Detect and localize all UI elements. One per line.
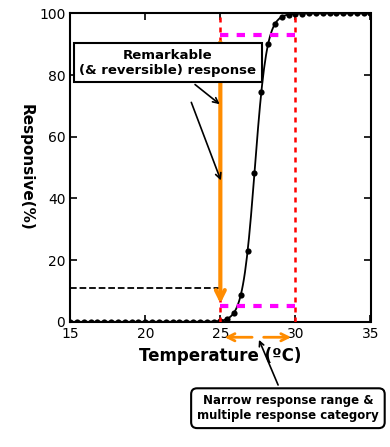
Point: [306, 10, 312, 17]
Point: [238, 291, 244, 298]
Point: [81, 318, 87, 325]
Point: [326, 10, 333, 17]
Point: [340, 10, 346, 17]
Point: [163, 318, 169, 325]
Point: [204, 318, 210, 325]
Point: [101, 318, 107, 325]
Point: [128, 318, 135, 325]
Point: [258, 89, 264, 96]
Point: [87, 318, 94, 325]
Text: Remarkable
(& reversible) response: Remarkable (& reversible) response: [79, 49, 256, 103]
Point: [354, 10, 360, 17]
Point: [367, 10, 374, 17]
Point: [278, 13, 285, 21]
Point: [251, 169, 257, 177]
Point: [190, 318, 196, 325]
Point: [183, 318, 189, 325]
Point: [333, 10, 339, 17]
Point: [360, 10, 367, 17]
Point: [231, 309, 237, 316]
Point: [135, 318, 142, 325]
Point: [285, 11, 292, 18]
Point: [122, 318, 128, 325]
Point: [142, 318, 148, 325]
Point: [265, 41, 271, 48]
Y-axis label: Responsive(%): Responsive(%): [18, 104, 33, 231]
Point: [94, 318, 101, 325]
Point: [156, 318, 162, 325]
Point: [67, 318, 73, 325]
Point: [319, 10, 326, 17]
Text: Narrow response range &
multiple response category: Narrow response range & multiple respons…: [197, 342, 379, 422]
Point: [245, 247, 251, 254]
Point: [197, 318, 203, 325]
X-axis label: Temperature (ºC): Temperature (ºC): [139, 347, 301, 365]
Point: [217, 317, 223, 325]
Point: [313, 10, 319, 17]
Point: [176, 318, 183, 325]
Point: [272, 21, 278, 28]
Point: [74, 318, 80, 325]
Point: [169, 318, 176, 325]
Point: [149, 318, 155, 325]
Point: [211, 318, 217, 325]
Point: [292, 10, 299, 17]
Point: [299, 10, 305, 17]
Point: [224, 315, 230, 322]
Point: [347, 10, 353, 17]
Point: [108, 318, 114, 325]
Point: [115, 318, 121, 325]
